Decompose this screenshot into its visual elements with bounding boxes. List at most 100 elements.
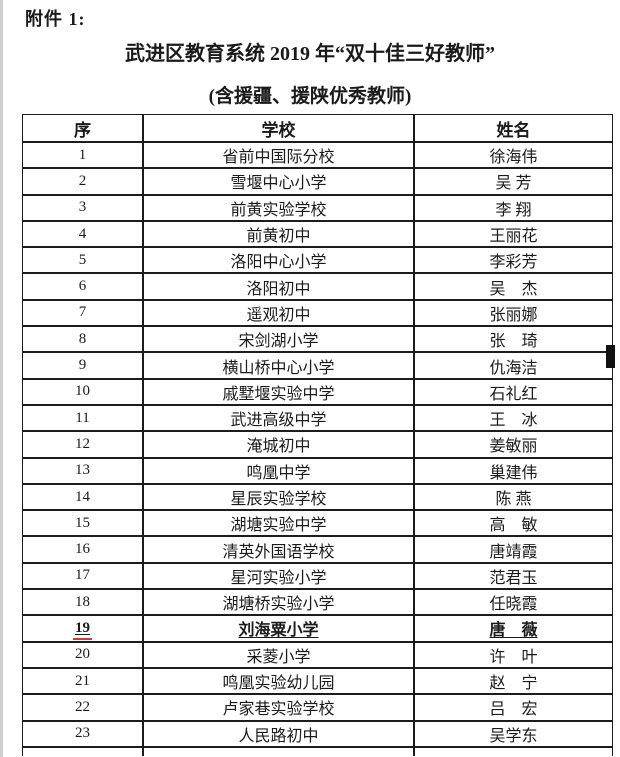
- school-cell: 洛阳中心小学: [143, 247, 414, 274]
- teacher-name: 王 冰: [489, 412, 538, 430]
- name-cell: 唐靖霞: [414, 536, 613, 563]
- name-cell: 吴 芳: [414, 168, 613, 195]
- table-row: 21 鸣凰实验幼儿园 赵 宁: [22, 667, 613, 695]
- name-cell: 张 琦: [414, 326, 613, 353]
- table-row: 6 洛阳初中 吴 杰: [22, 273, 613, 300]
- row-number-cell: 8: [22, 326, 143, 353]
- school-name: 采菱小学: [246, 648, 311, 666]
- school-cell: 淹城初中: [143, 431, 414, 458]
- page-left-edge-shadow: [0, 0, 3, 757]
- school-name: 刘海粟小学: [236, 622, 321, 641]
- table-row: 14 星辰实验学校 陈 燕: [22, 483, 613, 511]
- school-name: 人民路初中: [238, 727, 319, 745]
- teacher-name: 陈 燕: [495, 491, 532, 508]
- row-number-cell: 5: [22, 247, 143, 274]
- row-number: 12: [75, 435, 90, 452]
- row-number-cell: 15: [22, 510, 143, 537]
- teacher-name: 吴学东: [489, 727, 538, 745]
- school-name: 宋剑湖小学: [238, 333, 319, 351]
- table-row: 8 宋剑湖小学 张 琦: [22, 326, 613, 353]
- school-name: 前黄实验学校: [230, 201, 327, 219]
- name-cell: 吴 杰: [414, 273, 613, 300]
- school-cell: 刘海粟小学: [143, 615, 414, 642]
- attachment-label: 附件 1:: [25, 9, 86, 29]
- row-number: 6: [78, 278, 87, 295]
- name-cell: 唐 薇: [414, 615, 613, 642]
- name-cell: 姜敏丽: [414, 431, 613, 458]
- teacher-name: 张 琦: [489, 333, 538, 351]
- table-row: 17 星河实验小学 范君玉: [22, 562, 613, 590]
- row-number: 13: [75, 462, 90, 479]
- school-cell: 鸣凰中学: [143, 457, 414, 484]
- name-cell: 许 叶: [414, 641, 613, 668]
- table-row: 9 横山桥中心小学 仇海洁: [22, 352, 613, 379]
- row-number: 16: [75, 541, 90, 558]
- school-name: 湖塘实验中学: [230, 517, 327, 535]
- row-number: 5: [78, 251, 87, 268]
- row-number-cell: 16: [22, 536, 143, 563]
- school-name: 洛阳中心小学: [230, 254, 327, 272]
- row-number-cell: 13: [22, 457, 143, 484]
- row-number-cell: 17: [22, 562, 143, 590]
- teacher-name: 许 叶: [489, 648, 538, 666]
- table-row: 16 清英外国语学校 唐靖霞: [22, 536, 613, 563]
- teacher-name: 李 翔: [495, 201, 532, 219]
- table-row: 23 人民路初中 吴学东: [22, 720, 613, 747]
- school-name: 遥观初中: [246, 306, 311, 324]
- teacher-name: 李彩芳: [489, 254, 538, 272]
- row-number: 22: [75, 698, 90, 715]
- school-name: 淹城初中: [246, 438, 311, 456]
- school-name: 星河实验小学: [230, 569, 327, 587]
- name-cell: 仇海洁: [414, 352, 613, 379]
- school-cell: 前黄初中: [143, 220, 414, 248]
- school-cell: 卢家巷实验学校: [143, 694, 414, 721]
- school-name: 省前中国际分校: [222, 149, 335, 167]
- teacher-name: 巢建伟: [489, 464, 538, 482]
- table-row: 22 卢家巷实验学校 吕 宏: [22, 694, 613, 721]
- name-cell: 巢建伟: [414, 457, 613, 484]
- row-number: 11: [75, 409, 90, 426]
- row-number: 17: [75, 567, 90, 584]
- table-row: 13 鸣凰中学 巢建伟: [22, 457, 613, 484]
- row-number: 4: [78, 225, 87, 242]
- table-row: 15 湖塘实验中学 高 敏: [22, 510, 613, 537]
- name-cell: 李彩芳: [414, 247, 613, 274]
- row-number: 19: [73, 619, 92, 640]
- name-cell: 王 冰: [414, 404, 613, 432]
- row-number: 1: [78, 146, 87, 163]
- name-cell: 石礼红: [414, 378, 613, 405]
- row-number-cell: 6: [22, 273, 143, 300]
- teacher-name: 高 敏: [489, 517, 538, 535]
- table-row: 20 采菱小学 许 叶: [22, 641, 613, 668]
- teacher-name: 吴 芳: [495, 175, 532, 193]
- teacher-name: 吕 宏: [489, 701, 538, 719]
- school-name: 鸣凰中学: [246, 464, 311, 482]
- row-number: 9: [78, 357, 87, 374]
- school-cell: 洛阳初中: [143, 273, 414, 300]
- school-name: 鸣凰实验幼儿园: [222, 675, 335, 693]
- school-name: 湖塘桥实验小学: [222, 596, 335, 614]
- school-cell: 宋剑湖小学: [143, 326, 414, 353]
- school-cell: 雪堰中心小学: [143, 168, 414, 195]
- school-name: 前黄初中: [246, 228, 311, 246]
- school-name: 戚墅堰实验中学: [222, 385, 335, 403]
- teacher-name: 姜敏丽: [489, 438, 538, 456]
- table-row: 18 湖塘桥实验小学 任晓霞: [22, 589, 613, 616]
- teacher-name: 仇海洁: [489, 359, 538, 377]
- table-header-name: 姓名: [414, 114, 613, 142]
- teacher-name: 任晓霞: [489, 596, 538, 614]
- empty-cell: [143, 746, 414, 756]
- school-cell: 遥观初中: [143, 299, 414, 327]
- school-cell: 湖塘实验中学: [143, 510, 414, 537]
- row-number-cell: 1: [22, 142, 143, 169]
- table-row: 2 雪堰中心小学 吴 芳: [22, 168, 613, 195]
- school-name: 星辰实验学校: [230, 491, 327, 508]
- name-cell: 高 敏: [414, 510, 613, 537]
- row-number-cell: 21: [22, 667, 143, 695]
- school-name: 洛阳初中: [246, 280, 311, 298]
- table-row: 12 淹城初中 姜敏丽: [22, 431, 613, 458]
- row-number: 15: [75, 514, 90, 531]
- row-number: 7: [78, 304, 87, 321]
- row-number: 14: [75, 488, 90, 505]
- teacher-name: 唐靖霞: [489, 543, 538, 561]
